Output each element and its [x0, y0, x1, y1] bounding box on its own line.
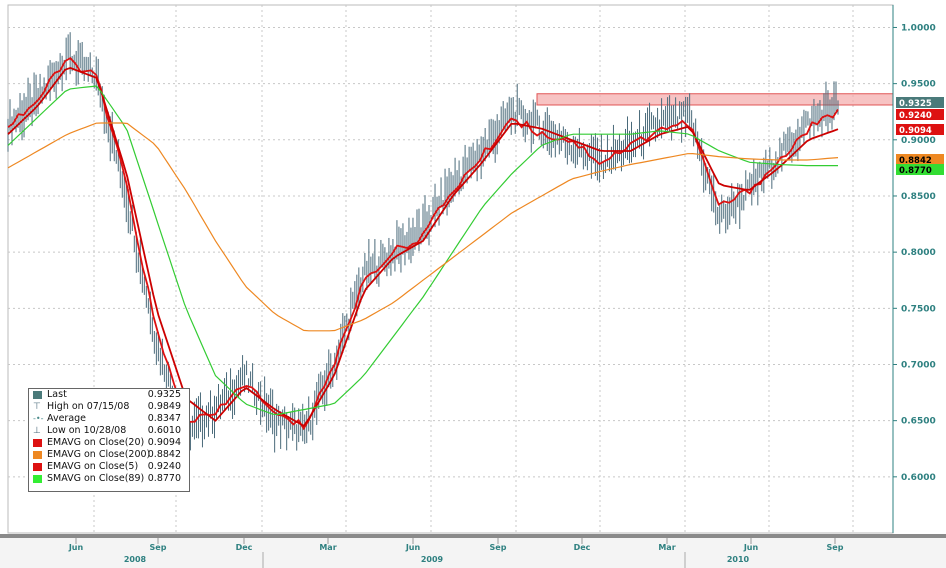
legend-label: Last [47, 389, 67, 400]
y-tick-label: 1.0000 [901, 23, 936, 33]
legend-label: EMAVG on Close(200) [47, 449, 151, 460]
y-tick-label: 0.8000 [901, 248, 936, 258]
y-tick-label: 0.8500 [901, 192, 936, 202]
price-tag: 0.8842 [896, 154, 944, 166]
price-tag-bg [896, 109, 944, 120]
price-tag-label: 0.9240 [899, 111, 932, 121]
legend-entry: EMAVG on Close(5) 0.9240 [33, 461, 189, 473]
legend-label: EMAVG on Close(5) [47, 461, 139, 472]
legend-value: 0.8842 [147, 449, 181, 460]
legend: Last 0.9325 ⊤ High on 07/15/08 0.9849 -•- Aver… [28, 388, 190, 492]
legend-swatch: ⊥ [33, 426, 41, 436]
y-tick-label: 0.7500 [901, 304, 936, 314]
legend-value: 0.6010 [147, 425, 181, 436]
series-line [7, 66, 839, 428]
resistance-band-rect [536, 93, 894, 106]
legend-value: 0.9849 [147, 401, 181, 412]
legend-swatch [33, 463, 42, 471]
legend-label: EMAVG on Close(20) [47, 437, 145, 448]
x-month-label: Mar [658, 543, 675, 552]
legend-label: SMAVG on Close(89) [47, 473, 145, 484]
series-line [7, 56, 839, 431]
x-year-label: 2009 [421, 555, 444, 564]
legend-entry: ⊥ Low on 10/28/08 0.6010 [33, 425, 189, 437]
legend-label: Low on 10/28/08 [47, 425, 127, 436]
x-axis-band [0, 534, 946, 538]
x-month-label: Jun [743, 543, 759, 552]
legend-swatch [33, 475, 42, 483]
legend-entry: Last 0.9325 [33, 389, 189, 401]
axes: 1.0000 0.9500 0.9000 0.8500 0.8000 0.7500 0.70… [0, 5, 946, 568]
y-tick-label: 0.6500 [901, 417, 936, 427]
legend-swatch: ⊤ [33, 402, 41, 412]
x-month-label: Jun [68, 543, 84, 552]
price-tag-bg [896, 154, 944, 165]
series-line [7, 85, 838, 416]
x-month-label: Sep [490, 543, 507, 552]
resistance-band [536, 93, 894, 106]
x-month-label: Dec [574, 543, 591, 552]
legend-swatch: -•- [33, 414, 44, 423]
legend-swatch [33, 391, 42, 399]
legend-label: High on 07/15/08 [47, 401, 130, 412]
x-month-label: Sep [150, 543, 167, 552]
price-tag: 0.9325 [896, 97, 944, 109]
series-lines [7, 56, 839, 431]
legend-value: 0.9325 [147, 389, 181, 400]
x-year-label: 2008 [124, 555, 147, 564]
legend-value: 0.8347 [147, 413, 181, 424]
legend-value: 0.9240 [147, 461, 181, 472]
x-month-label: Dec [236, 543, 253, 552]
series-line [7, 122, 839, 332]
legend-value: 0.9094 [147, 437, 181, 448]
x-month-label: Mar [319, 543, 336, 552]
price-tag-label: 0.8770 [899, 166, 932, 176]
price-tag-label: 0.9094 [899, 126, 932, 136]
legend-entry: EMAVG on Close(200) 0.8842 [33, 449, 189, 461]
price-tag: 0.9094 [896, 124, 944, 136]
price-tag: 0.9240 [896, 109, 944, 121]
price-tag-label: 0.9325 [899, 99, 932, 109]
y-tick-label: 0.6000 [901, 473, 936, 483]
legend-value: 0.8770 [147, 473, 181, 484]
legend-entry: -•- Average 0.8347 [33, 413, 189, 425]
y-tick-label: 0.9500 [901, 80, 936, 90]
price-tag-bg [896, 164, 944, 175]
legend-entry: SMAVG on Close(89) 0.8770 [33, 473, 189, 485]
price-tag-label: 0.8842 [899, 156, 932, 166]
y-tick-label: 0.7000 [901, 360, 936, 370]
price-tag: 0.8770 [896, 164, 944, 176]
legend-entry: EMAVG on Close(20) 0.9094 [33, 437, 189, 449]
y-tick-label: 0.9000 [901, 136, 936, 146]
legend-swatch [33, 451, 42, 459]
x-month-label: Jun [405, 543, 421, 552]
price-tag-bg [896, 124, 944, 135]
legend-label: Average [47, 413, 87, 424]
x-month-label: Sep [827, 543, 844, 552]
price-tag-bg [896, 97, 944, 108]
legend-entry: ⊤ High on 07/15/08 0.9849 [33, 401, 189, 413]
legend-swatch [33, 439, 42, 447]
x-year-label: 2010 [727, 555, 750, 564]
